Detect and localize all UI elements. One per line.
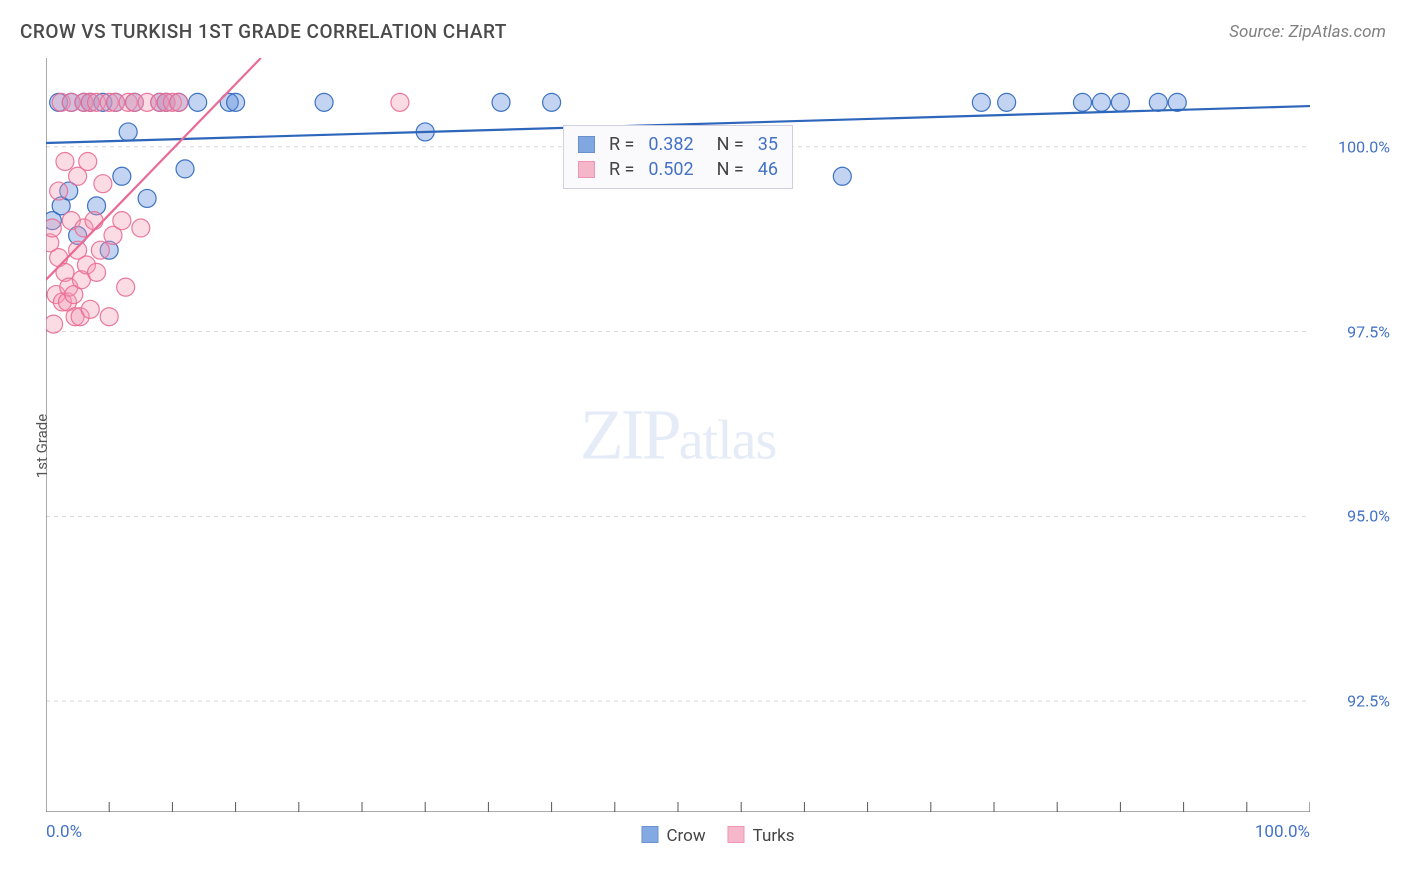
y-tick-label: 100.0% xyxy=(1338,137,1390,156)
y-tick-label: 95.0% xyxy=(1347,507,1390,526)
r-label: R = xyxy=(609,134,634,155)
x-tick-label: 0.0% xyxy=(46,822,82,842)
n-label: N = xyxy=(708,159,744,180)
plot-area: ZIPatlas R =0.382 N =35R =0.502 N =46 xyxy=(46,58,1310,812)
y-tick-label: 92.5% xyxy=(1347,692,1390,711)
n-value: 35 xyxy=(758,134,778,155)
legend-item: Crow xyxy=(641,826,705,846)
r-legend-row: R = 0.382 N = 35 xyxy=(578,132,778,157)
x-tick-label: 100.0% xyxy=(1255,822,1310,842)
legend-swatch xyxy=(728,826,745,843)
chart-container: ZIPatlas R =0.382 N =35R =0.502 N =46 92… xyxy=(46,58,1390,852)
chart-title: CROW VS TURKISH 1ST GRADE CORRELATION CH… xyxy=(20,20,507,43)
legend-swatch xyxy=(641,826,658,843)
r-legend-row: R = 0.502 N = 46 xyxy=(578,157,778,182)
r-value: 0.502 xyxy=(648,159,693,180)
r-legend-swatch xyxy=(578,161,595,178)
legend-label: Crow xyxy=(666,826,705,846)
r-value: 0.382 xyxy=(648,134,693,155)
legend-item: Turks xyxy=(728,826,795,846)
r-label: R = xyxy=(609,159,634,180)
chart-source: Source: ZipAtlas.com xyxy=(1229,22,1386,42)
correlation-legend: R = 0.382 N = 35 R = 0.502 N = 46 xyxy=(563,125,793,189)
n-value: 46 xyxy=(758,159,778,180)
legend-label: Turks xyxy=(753,826,795,846)
n-label: N = xyxy=(708,134,744,155)
series-legend: Crow Turks xyxy=(641,826,794,846)
r-legend-swatch xyxy=(578,136,595,153)
chart-header: CROW VS TURKISH 1ST GRADE CORRELATION CH… xyxy=(20,20,1386,43)
y-tick-label: 97.5% xyxy=(1347,322,1390,341)
